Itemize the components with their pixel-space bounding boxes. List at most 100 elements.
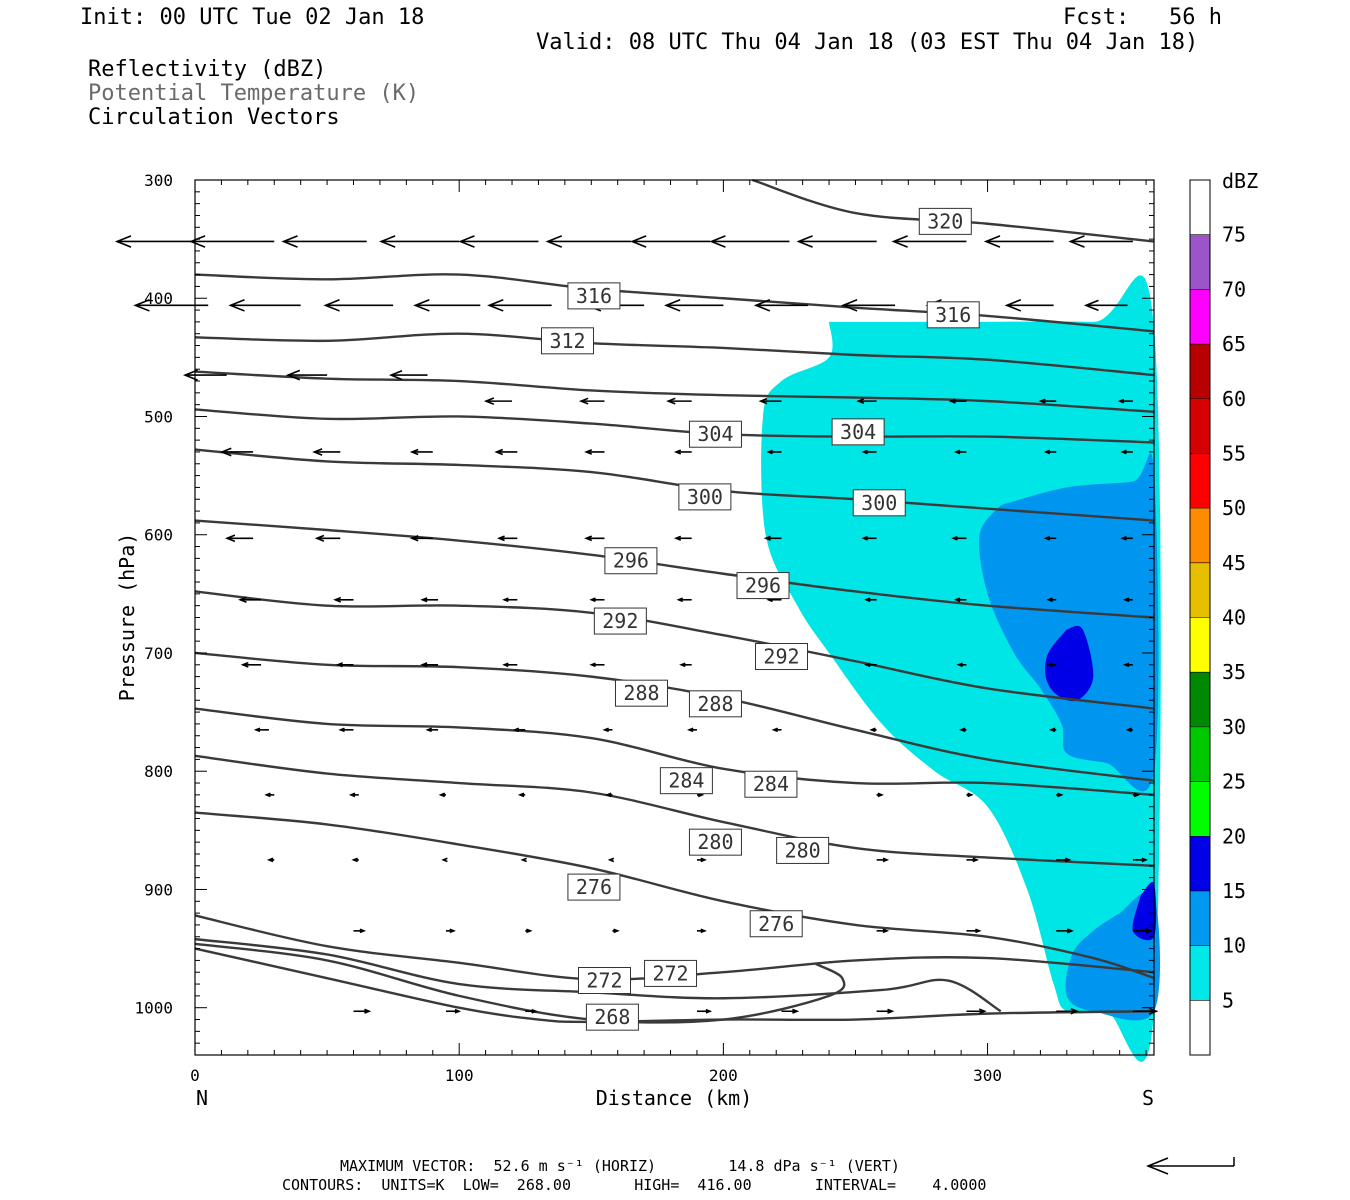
- vector-head-2-2: [388, 369, 403, 381]
- vector-head-5-9: [1043, 535, 1051, 541]
- contour-label-box-9: [736, 572, 790, 600]
- contour-label-12: 288: [623, 681, 659, 705]
- vector-head-8-1: [338, 727, 345, 733]
- isentrope-1: [194, 273, 1155, 333]
- vector-head-5-6: [763, 535, 771, 541]
- vector-head-5-5: [673, 535, 682, 541]
- vector-head-5-7: [861, 535, 868, 541]
- vector-head-9-1: [348, 792, 356, 798]
- vector-head-4-0: [219, 447, 232, 457]
- x-end-label-north: N: [196, 1086, 208, 1110]
- contour-label-4: 304: [697, 422, 733, 446]
- vector-head-4-9: [1043, 449, 1051, 455]
- colorbar-unit: dBZ: [1222, 169, 1258, 193]
- colorbar-swatch-25: [1190, 726, 1210, 782]
- vector-head-12-5: [792, 1008, 800, 1014]
- colorbar-label-50: 50: [1222, 496, 1246, 520]
- vector-head-4-8: [953, 449, 961, 455]
- circulation-vectors: [114, 235, 1159, 1015]
- colorbar-swatch-10: [1190, 890, 1210, 946]
- vector-head-3-3: [758, 397, 768, 405]
- contour-label-box-8: [604, 547, 658, 575]
- isentrope-10: [194, 754, 1155, 868]
- reference-vector: [1145, 1157, 1235, 1175]
- vector-head-8-6: [771, 727, 778, 733]
- contour-label-box-15: [744, 770, 798, 798]
- colorbar-swatch-60: [1190, 344, 1210, 399]
- colorbar-label-70: 70: [1222, 277, 1246, 301]
- vector-head-8-5: [687, 727, 694, 733]
- colorbar: 5 10 15 20 25 30 35 40 45 50 55 60 65 70 75: [1189, 179, 1246, 1056]
- vector-head-1-8: [840, 298, 858, 312]
- contour-label-5: 304: [840, 420, 876, 444]
- contour-label-17: 280: [785, 838, 821, 862]
- y-tick-label-800: 800: [144, 762, 173, 781]
- y-tick-label-900: 900: [144, 880, 173, 899]
- vector-head-11-6: [882, 928, 890, 934]
- colorbar-top-white: [1190, 180, 1210, 235]
- colorbar-label-75: 75: [1222, 223, 1246, 247]
- vector-head-10-4: [607, 857, 615, 863]
- contour-label-6: 300: [687, 485, 723, 509]
- vector-head-7-9: [1046, 662, 1053, 668]
- vector-head-3-6: [1038, 398, 1046, 404]
- contour-label-2: 316: [935, 303, 971, 327]
- vector-head-6-3: [502, 597, 509, 603]
- contour-label-box-5: [831, 418, 885, 446]
- colorbar-swatch-45: [1190, 508, 1210, 563]
- isentrope-9: [194, 707, 1155, 797]
- vector-head-0-3: [379, 235, 396, 248]
- contour-label-18: 276: [576, 875, 612, 899]
- vector-head-5-1: [314, 534, 325, 542]
- contour-label-21: 272: [586, 969, 622, 993]
- contour-label-box-12: [614, 679, 668, 707]
- contour-label-box-17: [776, 836, 830, 864]
- isentrope-4: [194, 408, 1155, 444]
- axes: 300 400 500 600 700 800 900 1000 0 100 200 300: [134, 171, 1154, 1085]
- colorbar-swatch-70: [1190, 234, 1210, 290]
- colorbar-label-15: 15: [1222, 879, 1246, 903]
- vector-head-1-11: [1083, 299, 1099, 312]
- vector-head-12-4: [705, 1008, 713, 1014]
- vector-head-4-3: [494, 448, 504, 456]
- vector-head-0-4: [458, 235, 475, 248]
- x-axis-label: Distance (km): [596, 1086, 753, 1110]
- contour-label-0: 320: [927, 209, 963, 233]
- vector-head-2-0: [182, 369, 198, 381]
- vector-head-4-10: [1120, 449, 1127, 455]
- vector-head-1-1: [228, 298, 245, 312]
- vector-head-1-10: [1004, 298, 1022, 312]
- vector-head-7-10: [1122, 662, 1130, 668]
- vector-head-9-4: [605, 792, 612, 798]
- vector-head-9-2: [438, 792, 446, 798]
- vector-head-6-0: [238, 596, 247, 604]
- reflectivity-region-10dbz-1: [979, 453, 1159, 792]
- vector-head-11-0: [359, 928, 367, 934]
- colorbar-label-25: 25: [1222, 770, 1246, 794]
- isentrope-2: [194, 332, 1155, 377]
- isentrope-7: [194, 590, 1155, 710]
- vector-head-5-8: [951, 535, 958, 541]
- vector-head-7-0: [240, 661, 249, 668]
- y-tick-label-300: 300: [144, 171, 173, 190]
- vector-head-5-4: [584, 535, 593, 542]
- contour-label-8: 296: [613, 549, 649, 573]
- vector-head-7-8: [956, 662, 963, 668]
- contour-label-box-7: [852, 489, 906, 517]
- colorbar-label-10: 10: [1222, 934, 1246, 958]
- contour-label-15: 284: [753, 772, 789, 796]
- reflectivity-region-5dbz-0: [761, 275, 1161, 1062]
- vector-head-0-11: [1068, 235, 1085, 248]
- contour-label-box-1: [567, 282, 621, 310]
- vector-head-10-5: [700, 857, 707, 863]
- vector-head-10-7: [882, 857, 890, 863]
- reflectivity-region-15dbz-3: [1044, 625, 1094, 702]
- vector-head-1-4: [487, 298, 504, 312]
- vector-head-7-3: [502, 662, 509, 668]
- vector-head-5-0: [224, 534, 236, 543]
- vector-head-3-5: [948, 398, 956, 404]
- reference-vector-head: [1145, 1157, 1169, 1175]
- vector-head-3-1: [578, 397, 589, 405]
- reflectivity-region-15dbz-4: [1132, 881, 1157, 941]
